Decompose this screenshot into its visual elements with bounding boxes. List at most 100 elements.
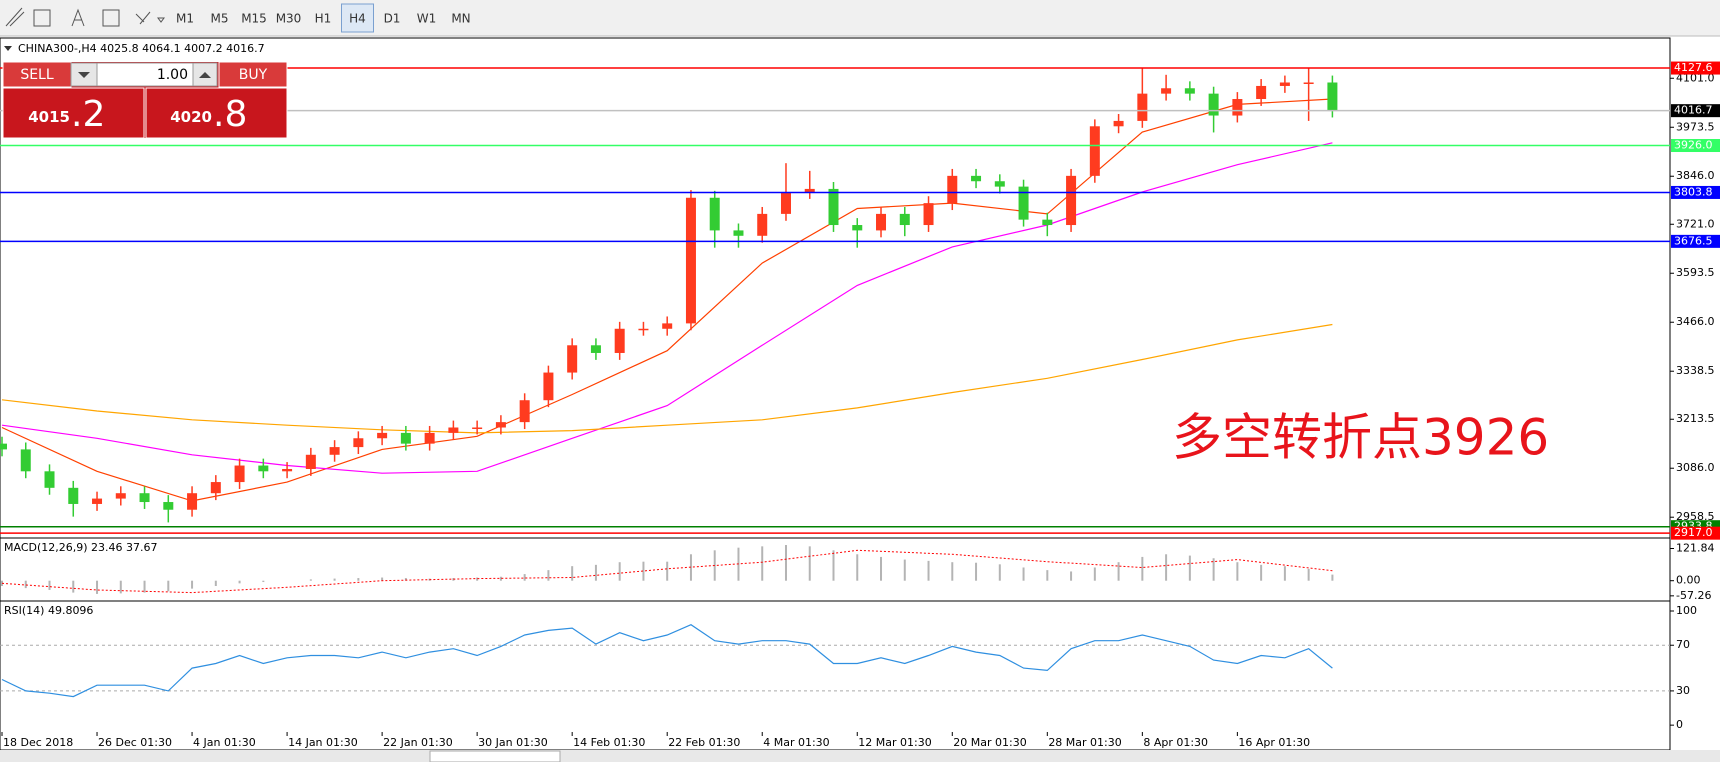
y-tick-label: 100 [1676, 604, 1697, 617]
timeframe-button[interactable]: W1 [417, 12, 437, 26]
moving-average [1, 98, 1333, 502]
macd-bar [1022, 567, 1025, 581]
candle-body [733, 230, 744, 236]
timeframe-button[interactable]: H4 [349, 12, 366, 26]
macd-bar [119, 580, 122, 594]
macd-bar [689, 554, 692, 581]
y-tick-label: 0 [1676, 718, 1683, 731]
chart-area [0, 37, 1671, 751]
trade-panel: SELL 1.00 BUY 4015 .2 4020 .8 [2, 61, 288, 139]
macd-bar [975, 562, 978, 581]
macd-bar [523, 574, 526, 581]
candle-body [424, 432, 435, 444]
macd-bar [594, 564, 597, 581]
candle-body [187, 493, 198, 510]
timeframe-button[interactable]: MN [451, 12, 470, 26]
macd-bar [832, 550, 835, 581]
candle-body [757, 213, 768, 236]
lot-value: 1.00 [157, 67, 188, 83]
sell-price-main: 4015 [28, 108, 70, 126]
annotation: 多空转折点3926 [1172, 409, 1549, 467]
buy-button[interactable] [218, 61, 288, 88]
macd-bar [903, 559, 906, 581]
macd-bar [1070, 571, 1073, 581]
buy-label[interactable]: BUY [239, 67, 268, 83]
candle-body [1089, 126, 1100, 176]
x-tick-label: 12 Mar 01:30 [858, 736, 931, 749]
x-tick-label: 30 Jan 01:30 [478, 736, 548, 749]
candle-body [139, 493, 150, 503]
panel-title: RSI(14) 49.8096 [4, 604, 93, 617]
macd-bar [238, 580, 241, 584]
x-tick-label: 28 Mar 01:30 [1048, 736, 1121, 749]
candle-body [947, 175, 958, 204]
timeframe-button[interactable]: H1 [315, 12, 332, 26]
macd-bar [1236, 562, 1239, 581]
timeframe-button[interactable]: M15 [241, 12, 267, 26]
candle-body [1066, 175, 1077, 226]
candle-body [519, 400, 530, 423]
candle-body [1327, 82, 1338, 111]
level-label-bg [1671, 526, 1720, 540]
macd-bar [666, 561, 669, 581]
candle-body [614, 328, 625, 353]
candle-body [567, 345, 578, 373]
moving-average [1, 142, 1333, 474]
macd-bar [547, 570, 550, 581]
y-tick-label: 3973.5 [1676, 120, 1715, 133]
candle-body [377, 432, 388, 439]
chart-tab[interactable] [429, 750, 561, 763]
macd-bar [998, 564, 1001, 581]
candle-body [258, 465, 269, 472]
icon-fib [33, 9, 51, 27]
candle-body [828, 188, 839, 226]
level-label-bg [1671, 104, 1720, 118]
x-tick-label: 4 Mar 01:30 [763, 736, 829, 749]
macd-bar [1283, 566, 1286, 581]
toolbar-icons [5, 7, 165, 27]
buy-price-box[interactable] [145, 87, 288, 139]
level-label: 3803.8 [1674, 185, 1713, 198]
level-label-bg [1671, 185, 1720, 199]
timeframe-button[interactable]: M5 [211, 12, 229, 26]
sell-price-box[interactable] [2, 87, 145, 139]
moving-average [1, 323, 1333, 434]
macd-bar [1117, 562, 1120, 581]
x-tick-label: 16 Apr 01:30 [1238, 736, 1310, 749]
symbol-marker [4, 46, 12, 51]
y-tick-label: 30 [1676, 684, 1690, 697]
candle-body [1184, 88, 1195, 94]
candle-body [1018, 186, 1029, 220]
timeframe-active [341, 3, 374, 33]
sell-button[interactable] [2, 61, 72, 88]
timeframe-bar: M1 M5 M15 M30 H1 H4 D1 W1 MN [176, 3, 471, 33]
timeframe-button[interactable]: M1 [176, 12, 194, 26]
level-label: 2917.0 [1674, 526, 1713, 539]
timeframe-button[interactable]: D1 [384, 12, 401, 26]
x-tick-label: 4 Jan 01:30 [193, 736, 256, 749]
macd-bar [1188, 555, 1191, 581]
macd-bar [1165, 554, 1168, 581]
candle-body [1208, 93, 1219, 116]
macd-bar [951, 562, 954, 581]
macd-bar [167, 580, 170, 592]
y-tick-label: 0.00 [1676, 574, 1701, 587]
macd-bar [761, 546, 764, 581]
panel-title: MACD(12,26,9) 23.46 37.67 [4, 541, 158, 554]
macd-bar [927, 560, 930, 581]
candle-body [685, 197, 696, 324]
macd-bar [476, 577, 479, 581]
macd-bar [880, 556, 883, 581]
y-tick-label: 3846.0 [1676, 169, 1715, 182]
timeframe-button[interactable]: M30 [276, 12, 302, 26]
x-tick-label: 8 Apr 01:30 [1143, 736, 1208, 749]
lot-down-arrow [78, 72, 90, 78]
y-tick-label: 3466.0 [1676, 315, 1715, 328]
sell-label[interactable]: SELL [20, 67, 54, 83]
candle-body [1303, 82, 1314, 84]
macd-bar [214, 580, 217, 586]
macd-bar [381, 577, 384, 581]
candle-body [234, 465, 245, 483]
macd-bar [1331, 574, 1334, 581]
